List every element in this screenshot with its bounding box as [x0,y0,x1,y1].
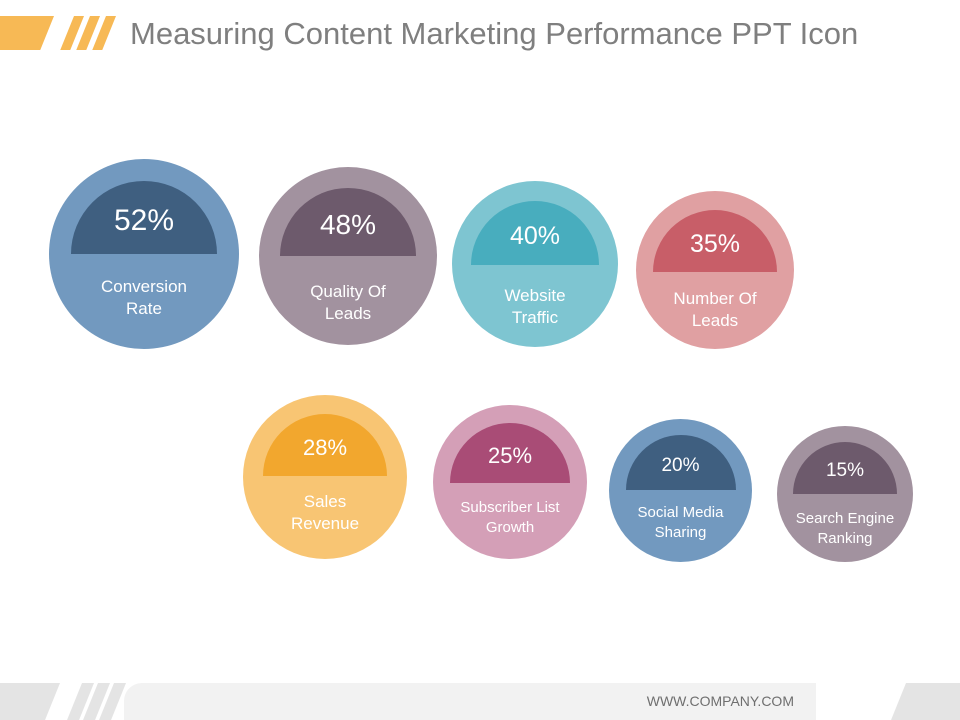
metric-circle-quality-of-leads: 48% Quality Of Leads [259,167,437,345]
metric-label: Website Traffic [504,286,566,328]
metric-dome: 28% [263,414,387,476]
metric-circle-conversion-rate: 52% Conversion Rate [49,159,239,349]
metric-dome: 48% [280,188,416,256]
metric-dome: 25% [450,423,570,483]
metric-dome: 35% [653,210,777,272]
footer-accent-bar-right [891,683,960,720]
footer-website: WWW.COMPANY.COM [646,693,794,709]
metric-label: Social Media Sharing [637,504,724,541]
slide-title: Measuring Content Marketing Performance … [130,16,859,51]
metric-value: 25% [487,443,533,468]
footer-bar [124,683,816,720]
metric-dome: 20% [625,435,736,490]
metric-circle-social-media-sharing: 20% Social Media Sharing [609,419,752,562]
metric-value: 20% [661,454,700,476]
metric-circle-website-traffic: 40% Website Traffic [452,181,618,347]
metric-label: Conversion Rate [101,277,187,319]
metric-value: 48% [319,209,377,240]
header-accent-bar [0,16,55,50]
metric-circle-subscriber-list-growth: 25% Subscriber List Growth [433,405,587,559]
metric-label: Sales Revenue [290,492,360,534]
metric-dome: 15% [793,442,897,494]
metric-label: Search Engine Ranking [795,510,895,547]
metric-value: 35% [689,229,741,258]
metric-circle-search-engine-ranking: 15% Search Engine Ranking [777,426,913,562]
footer-accent-bar [0,683,61,720]
metric-value: 52% [113,203,175,237]
metric-circle-number-of-leads: 35% Number Of Leads [636,191,794,349]
metric-dome: 52% [71,181,217,254]
metric-circle-sales-revenue: 28% Sales Revenue [243,395,407,559]
metric-value: 40% [509,221,561,250]
metric-label: Quality Of Leads [310,282,386,324]
metric-dome: 40% [471,201,599,265]
metric-label: Subscriber List Growth [460,499,560,536]
metric-value: 28% [302,435,348,460]
metric-label: Number Of Leads [673,289,757,331]
metric-value: 15% [825,460,865,481]
